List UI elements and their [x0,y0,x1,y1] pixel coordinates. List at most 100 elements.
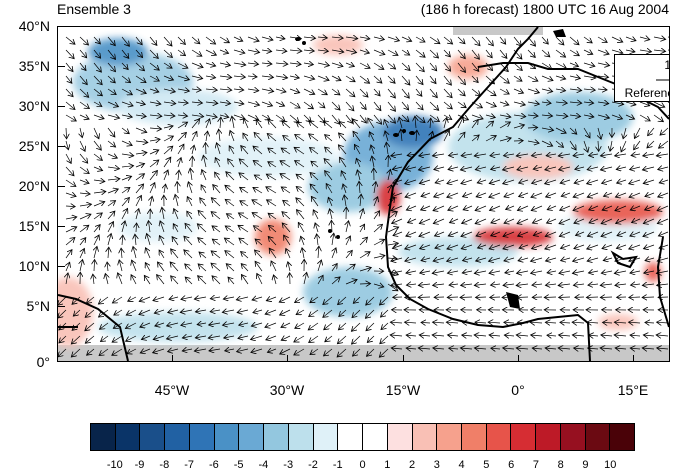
wind-vector [135,127,147,132]
wind-vector [353,296,361,303]
wind-vector [190,168,192,181]
wind-vector [159,236,165,246]
wind-vector [657,348,669,349]
wind-vector [213,185,221,194]
wind-vector [519,245,529,248]
wind-vector [135,36,142,45]
wind-vector [182,349,193,351]
wind-vector [601,218,613,224]
wind-vector [489,192,501,197]
wind-vector [499,115,511,117]
wind-vector [328,197,332,207]
wind-vector [503,180,515,184]
wind-vector [474,348,487,349]
wind-vector [569,36,579,45]
wind-vector [589,335,599,336]
wind-vector [513,125,525,128]
wind-vector [499,49,507,58]
wind-vector [266,187,277,194]
wind-vector [198,210,207,220]
wind-vector [611,115,623,119]
wind-vector [603,258,613,261]
wind-vector [490,154,501,156]
wind-vector [185,223,193,233]
wind-vector [279,296,291,302]
wind-vector [460,297,473,298]
wind-vector [308,322,319,330]
wind-vector [463,206,473,210]
wind-vector [359,75,370,83]
wind-vector [93,274,94,285]
wind-vector [294,147,305,155]
lat-label: 30°N [18,98,50,114]
wind-vector [93,235,99,246]
wind-vector [310,348,319,355]
wind-vector [461,180,473,184]
wind-vector [373,284,384,287]
lon-tick [172,355,173,362]
wind-vector [513,89,524,93]
wind-vector [149,150,159,154]
wind-vector [345,280,357,285]
wind-vector [148,221,150,233]
wind-vector [583,76,596,78]
wind-vector [247,114,259,120]
wind-vector [195,310,207,312]
wind-vector [121,166,134,167]
wind-vector [463,258,473,261]
wind-vector [331,88,340,95]
wind-vector [324,322,333,330]
wind-vector [408,219,417,223]
wind-vector [598,140,599,151]
wind-vector [149,89,159,92]
colorbar-label: -4 [258,459,269,471]
wind-vector [219,115,229,117]
wind-vector [421,322,431,323]
wind-vector [345,50,357,53]
wind-vector [351,322,361,331]
wind-vector [357,170,360,181]
wind-vector [159,250,165,259]
wind-vector [318,246,319,259]
wind-vector [66,127,67,139]
wind-vector [219,102,231,104]
wind-vector [462,335,473,336]
wind-vector [253,161,263,168]
wind-vector [476,193,487,197]
wind-vector [359,252,370,259]
colorbar-label: -6 [208,459,219,471]
wind-vector [572,322,585,323]
wind-vector [135,184,144,194]
wind-vector [177,76,189,80]
wind-vector [541,128,554,130]
wind-vector [239,323,249,325]
wind-vector [79,140,85,151]
wind-vector [107,140,116,147]
wind-vector [317,50,328,51]
colorbar-label: 4 [458,459,465,471]
wind-vector [653,37,666,39]
wind-vector [251,323,263,326]
wind-vector [418,284,431,285]
wind-vector [499,88,509,94]
wind-vector [643,180,655,184]
wind-vector [85,309,95,317]
wind-vector [339,122,347,129]
wind-vector [330,209,333,220]
wind-vector [630,348,641,349]
wind-vector [513,62,522,71]
wind-vector [429,49,439,58]
wind-vector [197,323,207,325]
colorbar-label: 0 [359,459,366,471]
wind-vector [267,200,277,207]
wind-vector [387,49,398,55]
wind-vector [447,297,459,298]
wind-vector [373,255,385,258]
wind-vector [66,273,68,285]
wind-vector [201,185,207,194]
wind-vector [303,37,316,38]
wind-vector [79,166,89,174]
wind-vector [177,49,186,56]
wind-vector [112,335,123,342]
wind-vector [391,193,403,197]
